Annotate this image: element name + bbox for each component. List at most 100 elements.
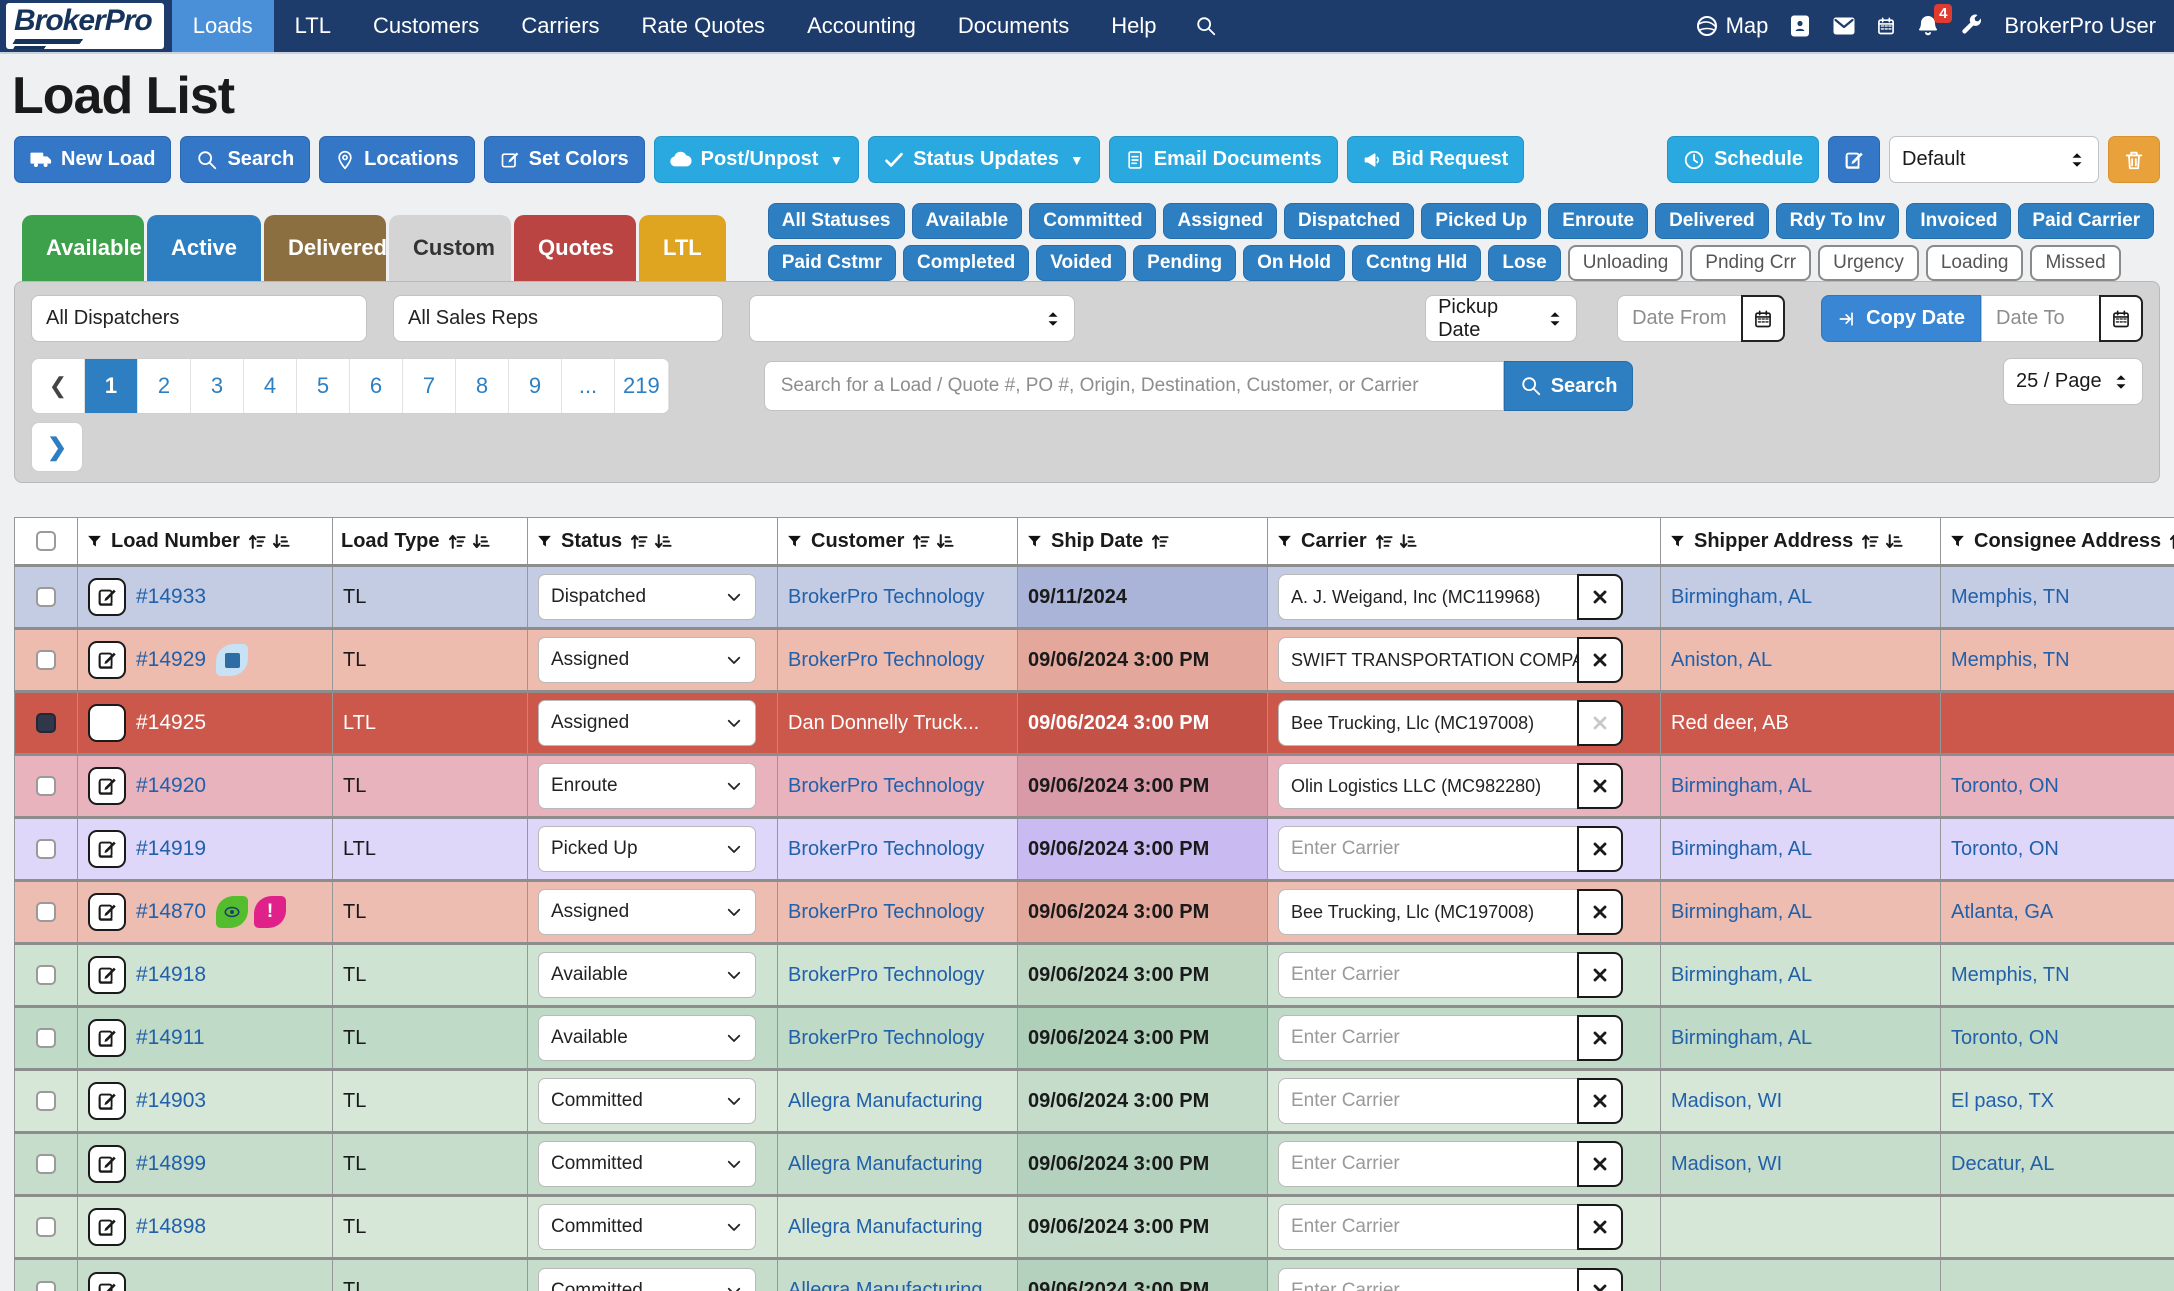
nav-item-help[interactable]: Help (1111, 13, 1157, 38)
carrier-input[interactable]: SWIFT TRANSPORTATION COMPANY (1278, 637, 1578, 683)
load-number-link[interactable]: #14899 (136, 1152, 207, 1175)
status-select[interactable]: Assigned (538, 700, 756, 746)
next-page-button[interactable]: ❯ (31, 422, 83, 472)
status-updates-button[interactable]: Status Updates ▼ (868, 136, 1100, 183)
clear-carrier-button[interactable] (1577, 700, 1623, 746)
customer-cell[interactable]: Dan Donnelly Truck... (777, 690, 1018, 755)
row-checkbox[interactable] (36, 650, 56, 670)
carrier-input[interactable]: Olin Logistics LLC (MC982280) (1278, 763, 1578, 809)
page-button-6[interactable]: 6 (350, 359, 403, 413)
nav-item-ltl[interactable]: LTL (294, 13, 331, 38)
extra-filter-select[interactable] (749, 295, 1075, 342)
filter-funnel-icon[interactable] (1276, 533, 1293, 550)
tab-ltl[interactable]: LTL (639, 215, 726, 281)
carrier-input[interactable]: Bee Trucking, Llc (MC197008) (1278, 889, 1578, 935)
status-chip-missed[interactable]: Missed (2030, 245, 2121, 281)
status-select[interactable]: Available (538, 952, 756, 998)
status-select[interactable]: Assigned (538, 637, 756, 683)
status-chip-voided[interactable]: Voided (1036, 245, 1127, 281)
edit-load-button[interactable] (88, 893, 126, 931)
clear-carrier-button[interactable] (1577, 1141, 1623, 1187)
load-number-link[interactable]: #14925 (136, 711, 207, 734)
contacts-button[interactable] (1788, 14, 1812, 38)
view-select[interactable]: Default (1889, 136, 2099, 183)
status-chip-on-hold[interactable]: On Hold (1243, 245, 1346, 281)
locations-button[interactable]: Locations (319, 136, 475, 183)
calendar-button[interactable] (1876, 16, 1896, 36)
status-select[interactable]: Committed (538, 1267, 756, 1291)
new-load-button[interactable]: New Load (14, 136, 172, 183)
status-select[interactable]: Committed (538, 1204, 756, 1250)
date-to-input[interactable]: Date To (1981, 295, 2101, 342)
filter-funnel-icon[interactable] (1026, 533, 1043, 550)
edit-load-button[interactable] (88, 1145, 126, 1183)
load-number-link[interactable]: #14903 (136, 1089, 207, 1112)
load-number-link[interactable]: #14918 (136, 963, 207, 986)
alert-icon[interactable]: ! (254, 896, 287, 928)
clear-carrier-button[interactable] (1577, 889, 1623, 935)
edit-load-button[interactable] (88, 1082, 126, 1120)
sort-desc-icon[interactable] (1399, 532, 1418, 551)
customer-cell[interactable]: BrokerPro Technology (777, 1005, 1018, 1070)
row-checkbox[interactable] (36, 1217, 56, 1237)
page-button-1[interactable]: 1 (85, 359, 138, 413)
customer-cell[interactable]: BrokerPro Technology (777, 564, 1018, 629)
filter-funnel-icon[interactable] (86, 533, 103, 550)
date-from-input[interactable]: Date From (1617, 295, 1744, 342)
sort-desc-icon[interactable] (1885, 532, 1904, 551)
status-select[interactable]: Available (538, 1015, 756, 1061)
eye-icon[interactable] (216, 896, 249, 928)
settings-button[interactable] (1960, 14, 1984, 38)
edit-load-button[interactable] (88, 830, 126, 868)
status-select[interactable]: Dispatched (538, 574, 756, 620)
edit-load-button[interactable] (88, 641, 126, 679)
edit-load-button[interactable] (88, 1208, 126, 1246)
sort-asc-icon[interactable] (1861, 532, 1880, 551)
status-chip-completed[interactable]: Completed (903, 245, 1030, 281)
status-chip-pnding-crr[interactable]: Pnding Crr (1690, 245, 1812, 281)
notifications-button[interactable]: 4 (1916, 4, 1953, 38)
row-checkbox[interactable] (36, 965, 56, 985)
row-checkbox[interactable] (36, 587, 56, 607)
status-chip-picked-up[interactable]: Picked Up (1421, 203, 1542, 239)
carrier-input[interactable]: Enter Carrier (1278, 1015, 1578, 1061)
clear-carrier-button[interactable] (1577, 1015, 1623, 1061)
email-documents-button[interactable]: Email Documents (1108, 136, 1338, 183)
status-select[interactable]: Assigned (538, 889, 756, 935)
carrier-input[interactable]: Bee Trucking, Llc (MC197008) (1278, 700, 1578, 746)
sort-desc-icon[interactable] (936, 532, 955, 551)
status-chip-urgency[interactable]: Urgency (1818, 245, 1919, 281)
load-number-link[interactable]: #14933 (136, 585, 207, 608)
nav-item-carriers[interactable]: Carriers (521, 13, 600, 38)
row-checkbox[interactable] (36, 1154, 56, 1174)
tab-quotes[interactable]: Quotes (514, 215, 637, 281)
post-unpost-button[interactable]: Post/Unpost ▼ (653, 136, 860, 183)
delete-view-button[interactable] (2108, 136, 2160, 183)
clear-carrier-button[interactable] (1577, 826, 1623, 872)
page-button-7[interactable]: 7 (403, 359, 456, 413)
prev-page-button[interactable]: ❮ (32, 359, 85, 413)
clear-carrier-button[interactable] (1577, 952, 1623, 998)
clear-carrier-button[interactable] (1577, 1078, 1623, 1124)
status-chip-paid-cstmr[interactable]: Paid Cstmr (767, 245, 897, 281)
dispatchers-filter[interactable]: All Dispatchers (31, 295, 367, 342)
customer-cell[interactable]: BrokerPro Technology (777, 753, 1018, 818)
nav-item-accounting[interactable]: Accounting (807, 13, 916, 38)
customer-cell[interactable]: Allegra Manufacturing (777, 1194, 1018, 1259)
user-menu[interactable]: BrokerPro User (2004, 13, 2156, 39)
status-chip-rdy-to-inv[interactable]: Rdy To Inv (1775, 203, 1900, 239)
customer-cell[interactable]: BrokerPro Technology (777, 942, 1018, 1007)
page-button-5[interactable]: 5 (297, 359, 350, 413)
status-select[interactable]: Committed (538, 1141, 756, 1187)
tab-custom[interactable]: Custom (389, 215, 512, 281)
copy-date-button[interactable]: Copy Date (1821, 295, 1981, 342)
load-number-link[interactable]: #14919 (136, 837, 207, 860)
status-chip-available[interactable]: Available (911, 203, 1023, 239)
sort-asc-icon[interactable] (1375, 532, 1394, 551)
edit-load-button[interactable] (88, 1019, 126, 1057)
sort-asc-icon[interactable] (248, 532, 267, 551)
status-chip-invoiced[interactable]: Invoiced (1906, 203, 2012, 239)
row-checkbox[interactable] (36, 1028, 56, 1048)
customer-cell[interactable]: Allegra Manufacturing (777, 1257, 1018, 1291)
status-chip-assigned[interactable]: Assigned (1163, 203, 1277, 239)
